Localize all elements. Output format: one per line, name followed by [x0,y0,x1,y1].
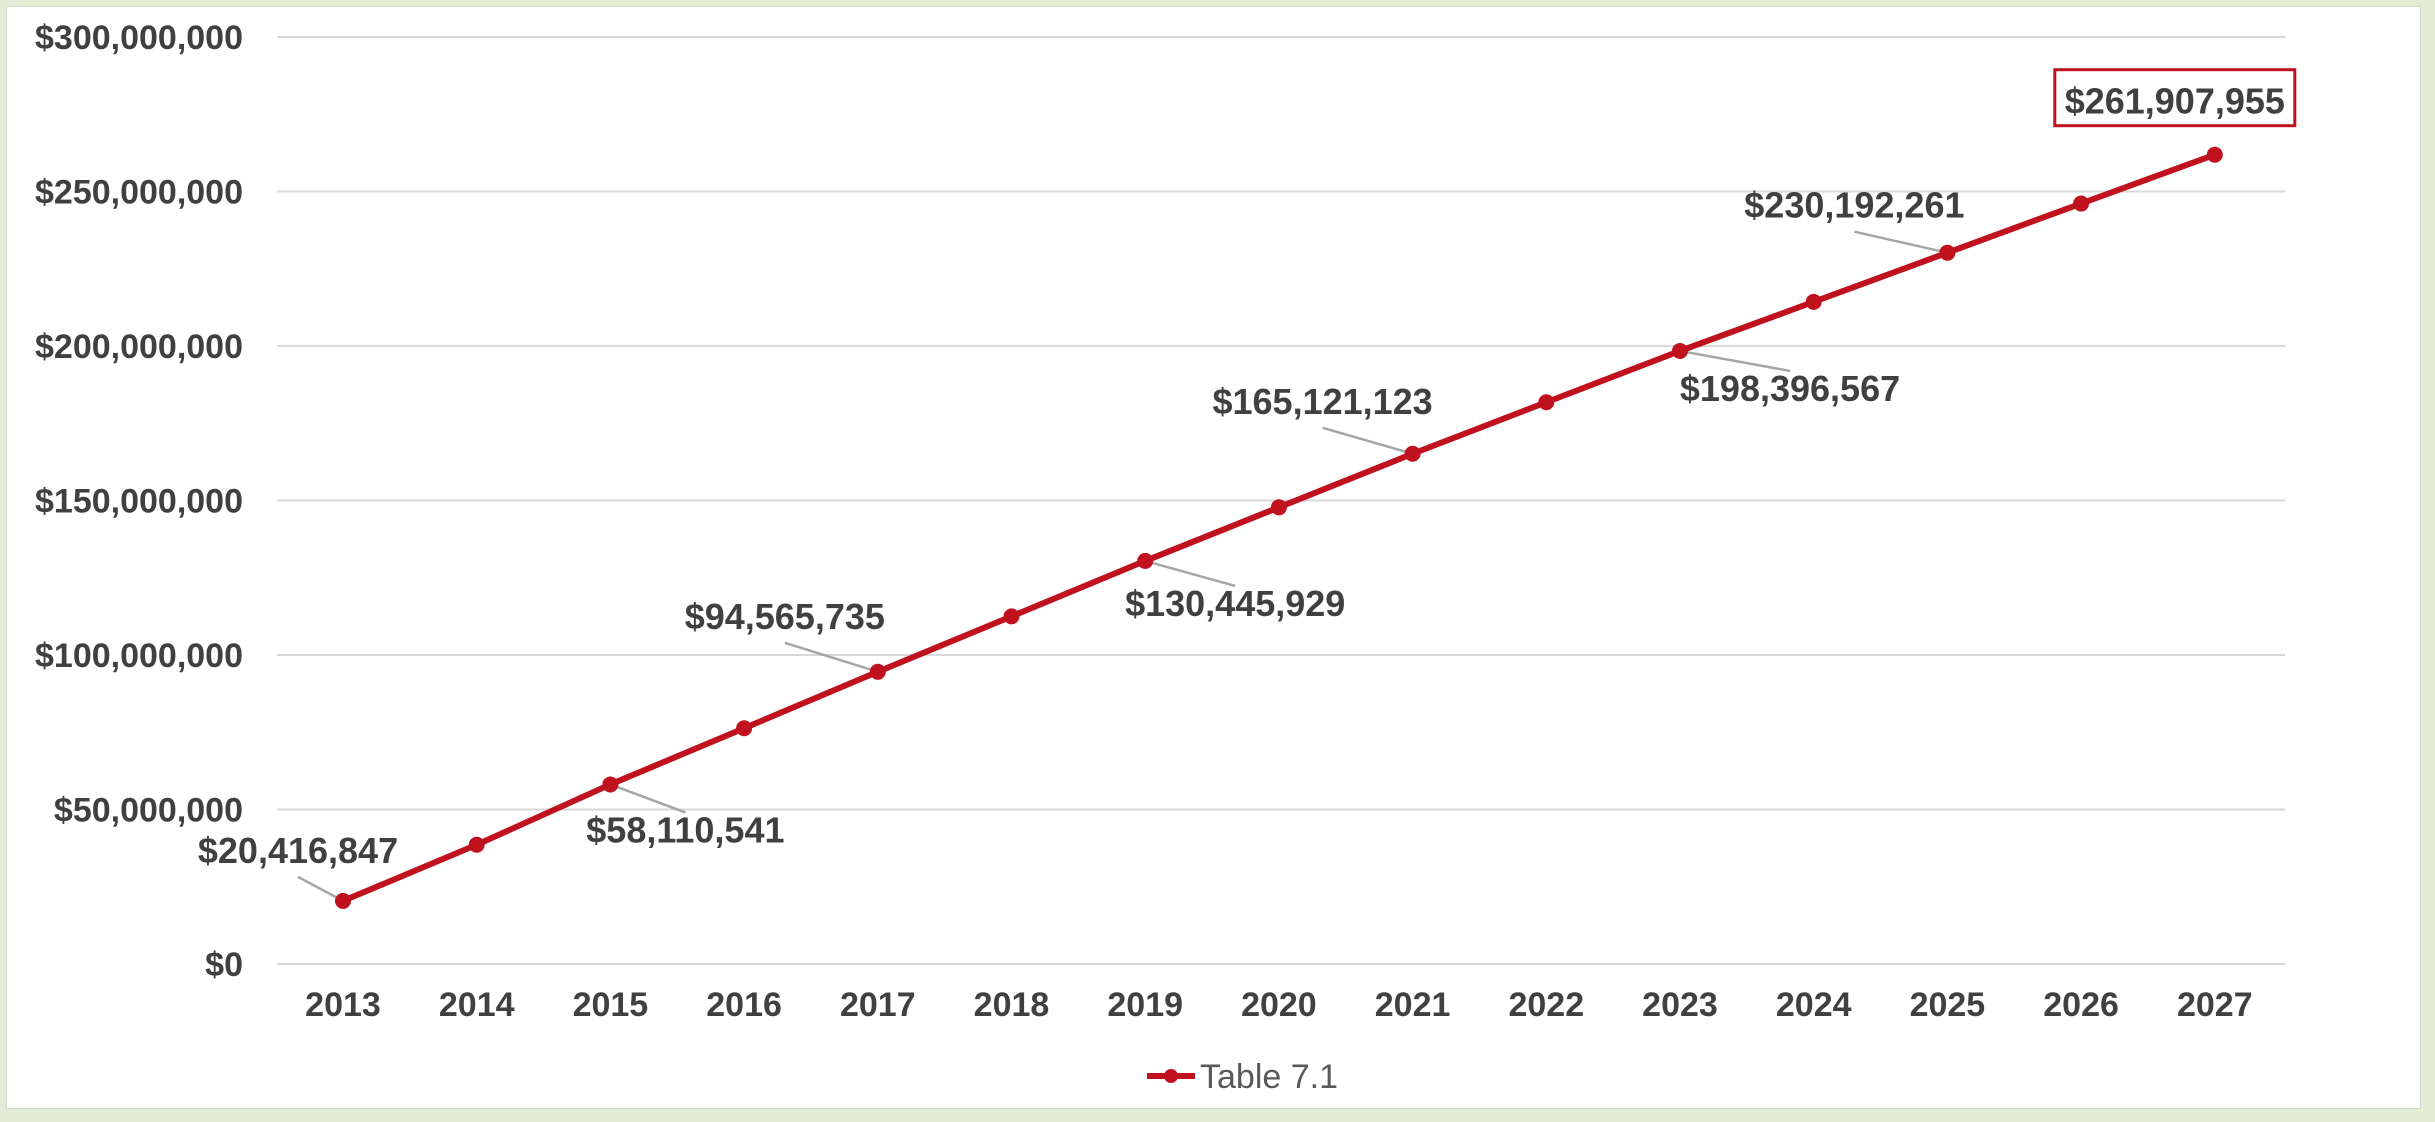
x-tick-label: 2020 [1241,986,1317,1024]
y-tick-label: $150,000,000 [35,483,243,521]
data-point [1270,499,1287,516]
x-tick-label: 2017 [840,986,916,1024]
chart-frame: $0 $50,000,000 $100,000,000 $150,000,000 $20… [6,6,2421,1109]
data-point [1672,342,1688,359]
legend-swatch-marker [1164,1069,1178,1083]
legend: Table 7.1 [1147,1058,1338,1096]
data-label: $58,110,541 [586,809,784,850]
data-label: $130,445,929 [1125,583,1345,624]
data-label: $261,907,955 [2065,81,2285,122]
y-tick-label: $0 [205,946,243,984]
x-tick-label: 2025 [1910,986,1986,1024]
data-labels: $20,416,847 $58,110,541 $94,565,735 $130,44… [198,68,2297,871]
data-label: $94,565,735 [685,596,885,637]
data-point [2206,146,2223,163]
label-leader-lines [297,230,1948,903]
series-table-7-1 [335,146,2223,909]
y-tick-label: $300,000,000 [35,19,243,57]
x-tick-label: 2016 [706,986,782,1024]
y-axis-ticks: $0 $50,000,000 $100,000,000 $150,000,000 $20… [35,19,243,984]
data-point [1404,445,1421,462]
y-tick-label: $50,000,000 [54,792,243,830]
data-point [468,836,485,853]
x-tick-label: 2023 [1642,986,1718,1024]
leader-line [1144,559,1236,588]
data-point [1137,552,1154,569]
x-axis-ticks: 2013 2014 2015 2016 2017 2018 2019 2020 2021 2022… [305,986,2252,1024]
data-point [1538,394,1555,411]
line-chart: $0$50,000,000$100,000,000$150,000,000$20… [35,19,2297,1096]
y-tick-label: $200,000,000 [35,328,243,366]
leader-line [784,641,879,673]
gridlines [277,36,2285,965]
data-point [736,720,753,737]
data-point [1939,244,1956,261]
data-point [1805,293,1822,310]
leader-line [609,783,686,814]
x-tick-label: 2027 [2177,986,2253,1024]
x-tick-label: 2026 [2043,986,2119,1024]
x-tick-label: 2018 [974,986,1050,1024]
x-tick-label: 2022 [1508,986,1584,1024]
leader-line [1322,426,1413,455]
y-tick-label: $100,000,000 [35,637,243,675]
data-point [2073,195,2090,212]
x-tick-label: 2015 [573,986,649,1024]
data-label: $230,192,261 [1744,185,1964,226]
x-tick-label: 2021 [1375,986,1451,1024]
x-tick-label: 2019 [1107,986,1183,1024]
legend-label: Table 7.1 [1200,1058,1338,1096]
data-point [1003,608,1020,625]
x-tick-label: 2024 [1776,986,1852,1024]
leader-line [1854,230,1948,254]
data-point [869,663,886,680]
data-label-box [2053,68,2297,128]
x-tick-label: 2014 [439,986,515,1024]
data-point [602,776,619,793]
x-tick-label: 2013 [305,986,381,1024]
leader-line [1679,349,1791,373]
data-label: $198,396,567 [1680,368,1900,409]
data-point [335,892,351,909]
data-label: $20,416,847 [198,830,398,871]
data-label: $165,121,123 [1212,381,1432,422]
y-tick-label: $250,000,000 [35,174,243,212]
leader-line [297,875,344,903]
